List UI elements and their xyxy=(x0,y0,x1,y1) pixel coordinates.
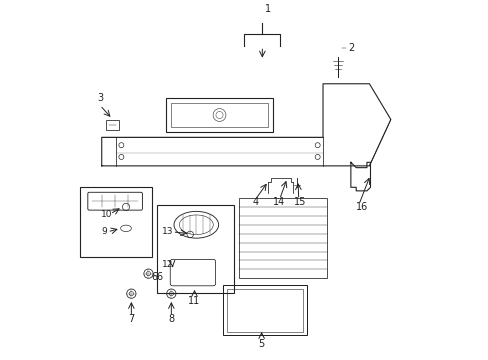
Text: 10: 10 xyxy=(101,210,112,219)
Text: 1: 1 xyxy=(264,4,270,14)
Text: 14: 14 xyxy=(273,197,285,207)
Text: 13: 13 xyxy=(162,228,174,237)
Text: 12: 12 xyxy=(162,260,173,269)
Bar xyxy=(170,103,268,127)
Text: 3: 3 xyxy=(97,93,103,103)
Bar xyxy=(157,205,233,293)
Text: 7: 7 xyxy=(128,314,134,324)
Text: 4: 4 xyxy=(252,197,258,207)
Bar xyxy=(106,120,119,130)
Text: 15: 15 xyxy=(294,197,306,207)
Text: 6: 6 xyxy=(156,271,162,282)
Text: 8: 8 xyxy=(168,314,174,324)
Bar xyxy=(223,285,306,336)
Text: 5: 5 xyxy=(258,339,264,349)
Text: 2: 2 xyxy=(347,43,353,53)
Text: 16: 16 xyxy=(355,202,367,212)
Text: 11: 11 xyxy=(188,296,200,306)
Text: 9: 9 xyxy=(101,228,106,237)
Bar xyxy=(239,198,326,278)
Bar xyxy=(80,187,151,257)
Bar xyxy=(165,98,272,132)
Bar xyxy=(226,289,303,332)
Text: 6: 6 xyxy=(151,271,157,282)
